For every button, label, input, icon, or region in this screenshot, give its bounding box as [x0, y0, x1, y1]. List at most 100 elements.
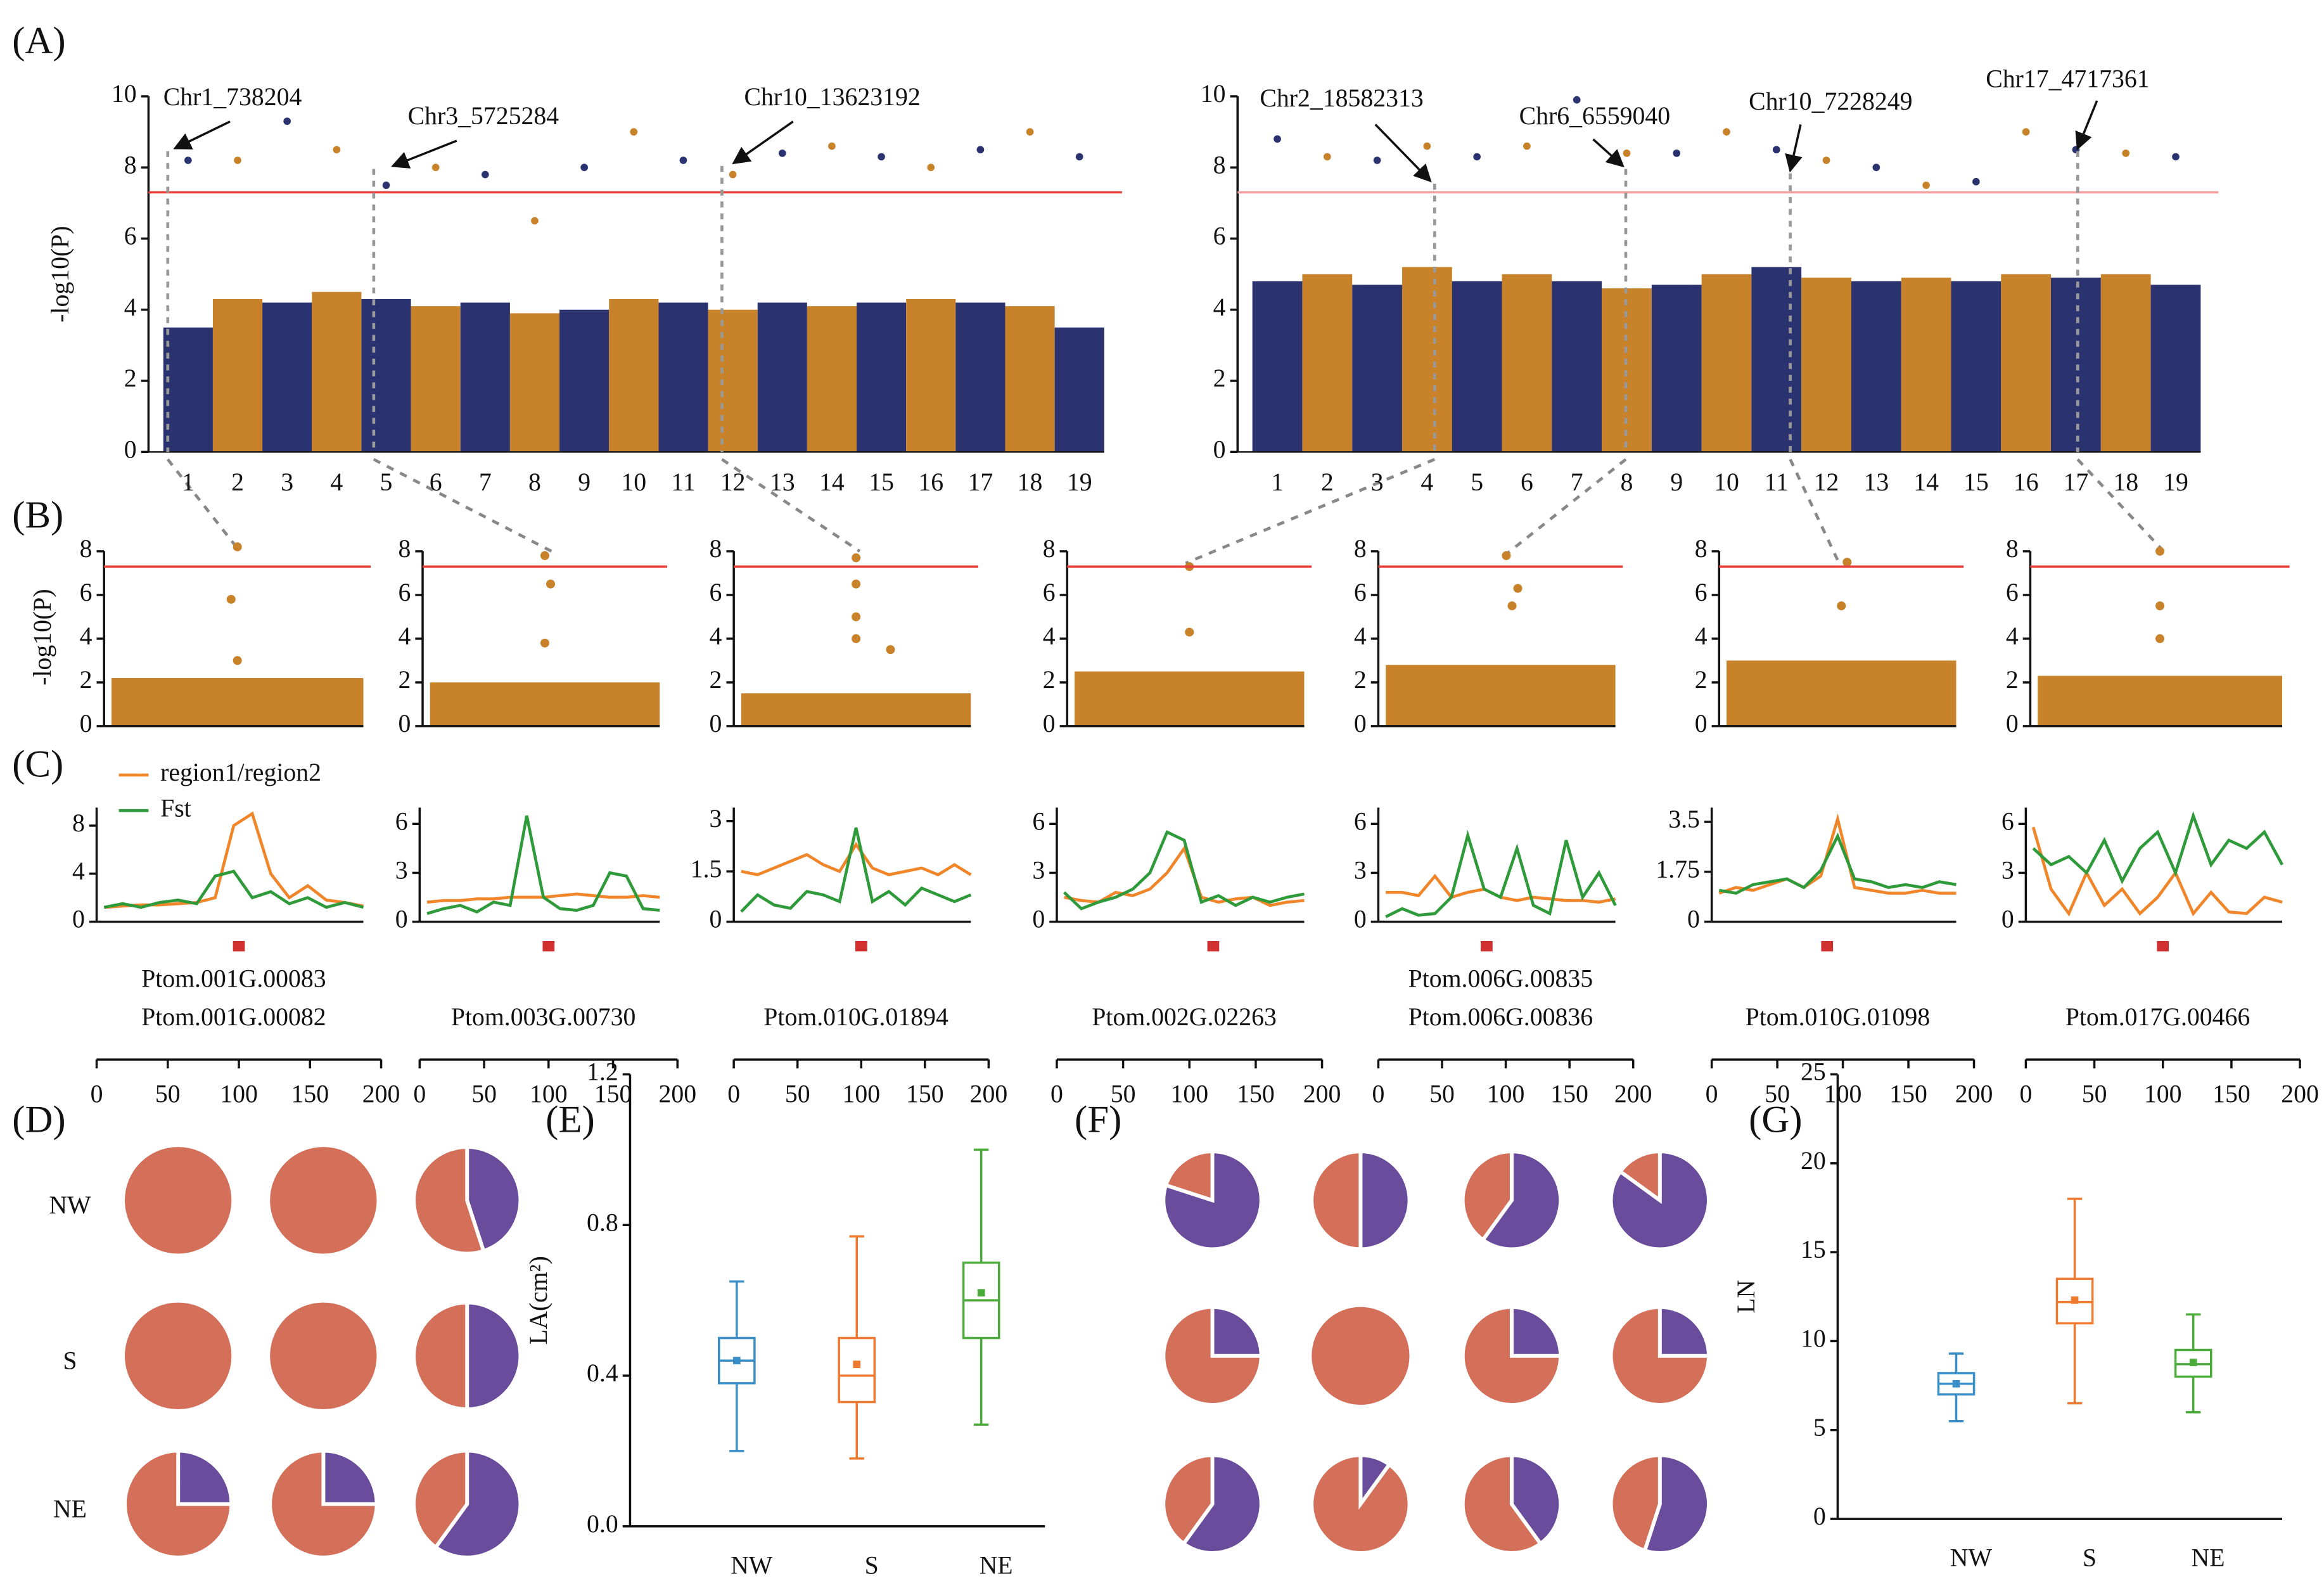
y-tick-label: 0.0	[587, 1510, 618, 1538]
x-tick-label: NW	[1950, 1544, 1993, 1572]
pie-slice	[1480, 1149, 1562, 1251]
peak-point	[729, 170, 737, 179]
y-tick-label: 2	[1354, 666, 1367, 694]
gene-label: Ptom.001G.00082	[141, 1003, 326, 1031]
series-line	[1385, 829, 1617, 918]
y-tick-label: 0	[124, 435, 137, 463]
peak-point	[531, 217, 539, 225]
y-tick-label: 6	[1032, 807, 1045, 835]
y-tick-label: 6	[2006, 579, 2019, 606]
x-tick-label: 0	[1706, 1080, 1718, 1108]
pie-slice	[270, 1147, 377, 1254]
y-tick-label: 6	[395, 807, 408, 835]
series-line	[1718, 813, 1957, 895]
x-tick-label: 4	[1421, 468, 1433, 496]
x-tick-label: 16	[2014, 468, 2039, 496]
y-tick-label: 4	[1213, 293, 1226, 321]
chromosome-band	[1801, 278, 1851, 452]
chromosome-band	[955, 302, 1006, 452]
pie-slice	[1181, 1453, 1263, 1555]
y-tick-label: 2	[80, 666, 93, 694]
peak-point	[481, 170, 489, 179]
peak-point	[1323, 153, 1331, 161]
peak-point	[927, 163, 935, 172]
legend-label: Fst	[160, 794, 191, 822]
snp-point	[886, 645, 895, 655]
x-tick-label: NW	[731, 1551, 773, 1579]
peak-point	[1972, 177, 1980, 186]
annotation-arrow	[391, 139, 457, 169]
x-tick-label: 14	[1913, 468, 1939, 496]
x-tick-label: 12	[1814, 468, 1839, 496]
x-tick-label: 50	[155, 1080, 181, 1108]
x-tick-label: 8	[528, 468, 541, 496]
chromosome-band	[906, 298, 956, 452]
background-band	[111, 678, 364, 726]
x-tick-label: 0	[1050, 1080, 1063, 1108]
chromosome-band	[757, 302, 807, 452]
chromosome-band	[2100, 274, 2151, 452]
x-tick-label: 50	[785, 1080, 810, 1108]
y-tick-label: 0	[80, 710, 93, 738]
pie-slice	[270, 1302, 377, 1410]
chromosome-band	[1401, 267, 1452, 452]
x-tick-label: 18	[1018, 468, 1043, 496]
panel-label: (E)	[546, 1099, 595, 1141]
y-tick-label: 6	[1043, 579, 1056, 606]
y-tick-label: 2	[124, 364, 137, 392]
peak-point	[2172, 153, 2180, 161]
y-tick-label: 6	[1354, 579, 1367, 606]
pie-slice	[1161, 1453, 1215, 1547]
y-tick-label: 8	[80, 535, 93, 563]
x-tick-label: 12	[720, 468, 746, 496]
chromosome-band	[1352, 285, 1402, 452]
peak-point	[1473, 153, 1481, 161]
annotation: Chr10_7228249	[1749, 87, 1912, 115]
annotation: Chr1_738204	[163, 83, 302, 111]
y-tick-label: 0	[1032, 905, 1045, 933]
y-tick-label: 8	[124, 151, 137, 179]
annotation: Chr10_13623192	[744, 83, 921, 111]
chromosome-band	[1901, 278, 1951, 452]
y-tick-label: 5	[1813, 1414, 1826, 1442]
x-tick-label: 16	[918, 468, 943, 496]
pie-slice	[124, 1302, 232, 1410]
peak-point	[976, 146, 985, 154]
x-tick-label: 2	[231, 468, 244, 496]
annotation: Chr17_4717361	[1986, 65, 2149, 93]
gene-marker	[233, 941, 245, 952]
x-tick-label: 11	[1765, 468, 1789, 496]
annotation: Chr3_5725284	[408, 102, 559, 130]
peak-point	[1623, 149, 1631, 157]
snp-point	[2155, 546, 2165, 556]
connectors	[166, 457, 2165, 565]
x-tick-label: 10	[1714, 468, 1739, 496]
x-tick-label: 150	[291, 1080, 329, 1108]
x-tick-label: 8	[1621, 468, 1633, 496]
pie-slice	[1310, 1453, 1412, 1555]
row-label: S	[63, 1347, 77, 1375]
y-tick-label: 6	[124, 222, 137, 250]
gene-label: Ptom.017G.00466	[2065, 1003, 2251, 1031]
pie-slice	[465, 1145, 523, 1254]
chromosome-band	[2001, 274, 2052, 452]
x-tick-label: 1	[182, 468, 195, 496]
background-band	[2038, 675, 2282, 726]
snp-point	[852, 553, 861, 563]
peak-point	[1922, 181, 1930, 189]
y-tick-label: 2	[1695, 666, 1708, 694]
peak-point	[1423, 142, 1431, 150]
y-tick-label: 1.2	[587, 1058, 618, 1086]
y-tick-label: 1.5	[691, 855, 722, 883]
pie-slice	[1210, 1305, 1263, 1358]
pie-slice	[1358, 1149, 1412, 1251]
series-line	[2031, 826, 2283, 917]
y-tick-label: 3	[1032, 857, 1045, 885]
mean-marker	[2071, 1296, 2079, 1304]
pie-slice	[412, 1145, 486, 1256]
y-tick-label: 8	[72, 809, 85, 837]
x-tick-label: 3	[281, 468, 293, 496]
gene-label: Ptom.010G.01098	[1746, 1003, 1931, 1031]
y-tick-label: 0	[1043, 710, 1056, 738]
y-tick-label: 6	[1213, 222, 1226, 250]
